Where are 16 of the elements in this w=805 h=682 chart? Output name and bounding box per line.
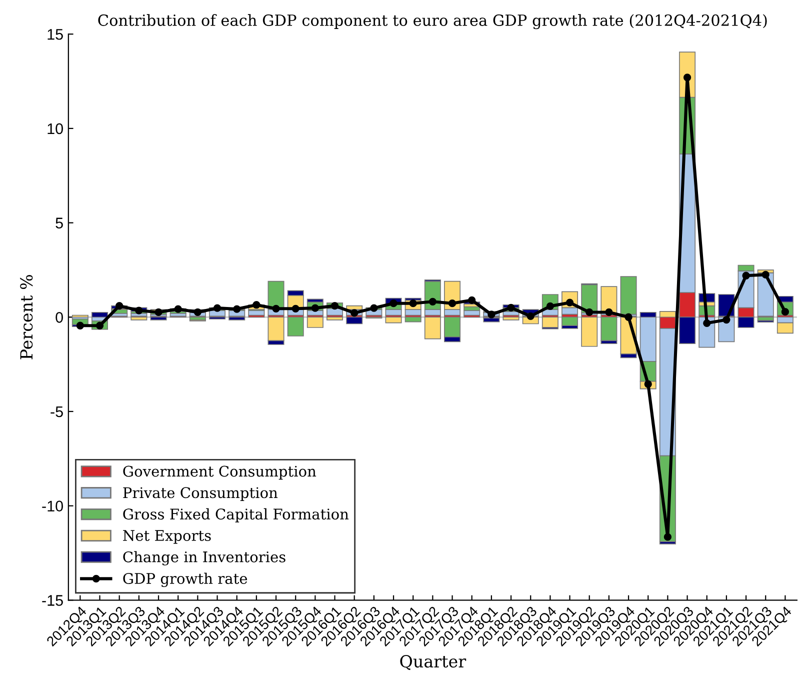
y-tick-label: 0	[56, 312, 63, 323]
y-tick-label: 15	[48, 29, 63, 40]
legend-label: Change in Inventories	[123, 551, 286, 566]
legend-label: Net Exports	[123, 530, 211, 544]
y-tick-label: -5	[50, 406, 63, 418]
legend-label: Gross Fixed Capital Formation	[123, 508, 349, 522]
y-tick-label: -15	[42, 595, 63, 606]
y-tick-label: 10	[48, 123, 63, 134]
x-axis-title: Quarter	[400, 654, 466, 670]
y-tick-label: -10	[42, 500, 63, 512]
legend-label: Government Consumption	[123, 466, 316, 480]
legend-label: Private Consumption	[123, 487, 278, 501]
y-tick-label: 5	[56, 218, 63, 228]
legend-label: GDP growth rate	[123, 572, 248, 588]
y-axis-title: Percent %	[20, 275, 33, 360]
chart-title: Contribution of each GDP component to euro area GDP growth rate (2012Q4-2021Q4)	[98, 14, 767, 30]
